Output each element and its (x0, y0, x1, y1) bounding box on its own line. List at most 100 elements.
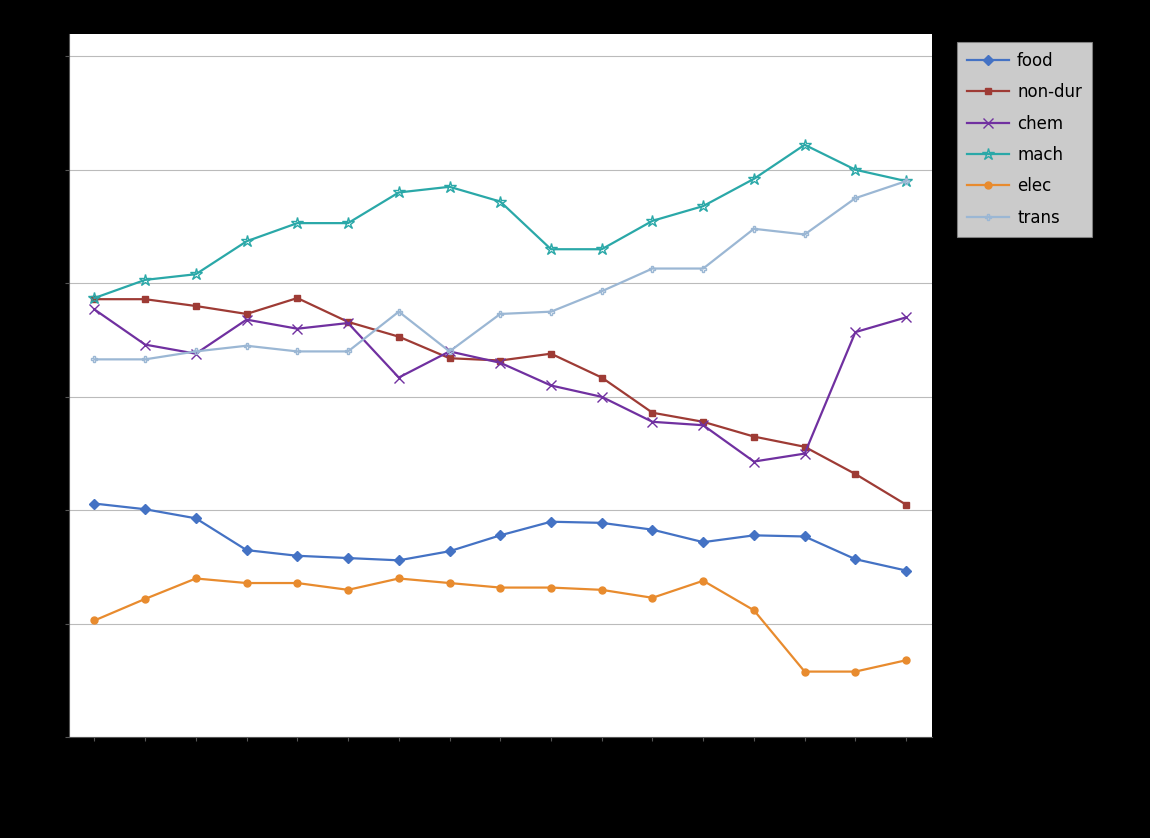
trans (645, 263, 659, 273)
non-dur (291, 293, 305, 303)
non-dur (645, 408, 659, 418)
chem (696, 420, 710, 430)
Line: mach: mach (89, 138, 912, 304)
non-dur (748, 432, 761, 442)
chem (239, 314, 253, 324)
food (696, 537, 710, 547)
mach (595, 244, 608, 254)
non-dur (493, 355, 507, 365)
trans (595, 287, 608, 297)
chem (595, 392, 608, 402)
elec (493, 582, 507, 592)
elec (443, 578, 457, 588)
elec (748, 605, 761, 615)
Line: non-dur: non-dur (91, 295, 910, 508)
trans (87, 354, 101, 365)
non-dur (239, 309, 253, 319)
non-dur (443, 353, 457, 363)
food (342, 553, 355, 563)
trans (849, 193, 862, 203)
mach (342, 218, 355, 228)
food (798, 531, 812, 541)
mach (748, 173, 761, 184)
elec (899, 655, 913, 665)
non-dur (849, 469, 862, 479)
chem (645, 416, 659, 427)
Line: elec: elec (91, 575, 910, 675)
mach (443, 182, 457, 192)
food (189, 514, 202, 524)
elec (392, 573, 406, 583)
food (87, 499, 101, 509)
food (239, 545, 253, 555)
mach (798, 140, 812, 150)
trans (798, 230, 812, 240)
mach (645, 216, 659, 226)
elec (342, 585, 355, 595)
chem (138, 339, 152, 349)
elec (645, 592, 659, 603)
chem (443, 346, 457, 356)
food (899, 566, 913, 576)
mach (544, 244, 558, 254)
chem (342, 318, 355, 328)
trans (696, 263, 710, 273)
mach (138, 275, 152, 285)
mach (87, 293, 101, 303)
trans (291, 346, 305, 356)
elec (849, 666, 862, 676)
mach (239, 236, 253, 246)
trans (748, 224, 761, 234)
food (443, 546, 457, 556)
non-dur (189, 301, 202, 311)
non-dur (392, 332, 406, 342)
food (645, 525, 659, 535)
elec (87, 615, 101, 625)
non-dur (798, 442, 812, 452)
trans (899, 176, 913, 186)
chem (849, 327, 862, 337)
chem (392, 373, 406, 383)
non-dur (87, 294, 101, 304)
trans (239, 341, 253, 351)
food (392, 556, 406, 566)
elec (291, 578, 305, 588)
food (595, 518, 608, 528)
elec (239, 578, 253, 588)
trans (544, 307, 558, 317)
chem (291, 323, 305, 334)
trans (493, 309, 507, 319)
trans (138, 354, 152, 365)
mach (696, 201, 710, 211)
trans (342, 346, 355, 356)
chem (189, 349, 202, 359)
non-dur (595, 373, 608, 383)
mach (849, 165, 862, 175)
food (291, 551, 305, 561)
elec (189, 573, 202, 583)
elec (138, 594, 152, 604)
elec (544, 582, 558, 592)
Line: food: food (91, 500, 910, 574)
mach (392, 188, 406, 198)
Line: chem: chem (90, 304, 911, 467)
mach (189, 269, 202, 279)
non-dur (899, 499, 913, 510)
food (748, 530, 761, 541)
trans (443, 346, 457, 356)
mach (899, 176, 913, 186)
mach (493, 197, 507, 207)
food (849, 554, 862, 564)
mach (291, 218, 305, 228)
trans (189, 346, 202, 356)
elec (798, 666, 812, 676)
Line: trans: trans (91, 178, 910, 363)
non-dur (696, 416, 710, 427)
non-dur (342, 317, 355, 327)
trans (392, 307, 406, 317)
chem (493, 358, 507, 368)
chem (87, 304, 101, 314)
chem (899, 313, 913, 323)
food (544, 517, 558, 527)
non-dur (138, 294, 152, 304)
